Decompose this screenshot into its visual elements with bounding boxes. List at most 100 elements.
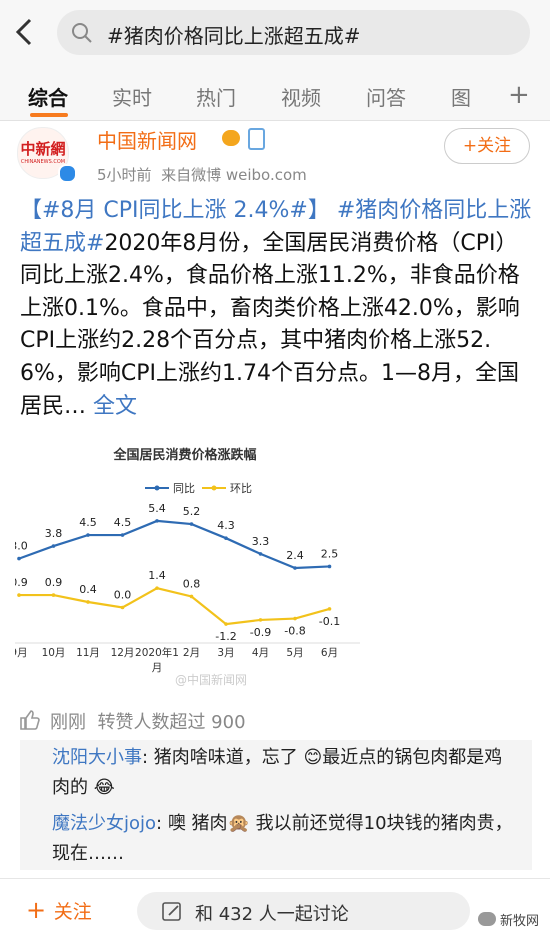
point <box>293 616 297 621</box>
x-tick-label: 10月 <box>41 647 66 659</box>
point <box>86 533 90 537</box>
legend-marker <box>154 485 160 491</box>
point <box>17 556 21 561</box>
data-label: 3.3 <box>252 535 270 548</box>
x-tick-label: 6月 <box>320 647 339 659</box>
point <box>51 544 56 548</box>
legend-marker <box>211 485 217 491</box>
avatar[interactable]: 中新網 CHINANEWS.COM <box>17 127 69 179</box>
avatar-logo: 中新網 <box>20 140 66 158</box>
comment-text: : 猪肉啥味道，忘了 😊最近点的锅包肉都是鸡肉的 😂 <box>52 747 503 798</box>
search-box[interactable]: #猪肉价格同比上涨超五成# <box>57 10 530 55</box>
point <box>120 605 125 610</box>
point <box>120 533 125 537</box>
post-text: 2020年8月份，全国居民消费价格（CPI）同比上涨2.4%，食品价格上涨11.… <box>20 230 520 419</box>
comment-text: : 噢 猪肉🙊 我以前还觉得10块钱的猪肉贵，现在…… <box>52 813 513 864</box>
line <box>18 519 330 570</box>
point <box>327 607 332 611</box>
discuss-text: 和 432 人一起讨论 <box>195 904 349 925</box>
data-label: 4.5 <box>114 516 132 529</box>
data-label: -0.9 <box>250 626 271 639</box>
data-label: -1.2 <box>215 630 236 643</box>
more-link[interactable]: 全文 <box>93 393 138 419</box>
author-name[interactable]: 中国新闻网 <box>97 129 197 153</box>
data-label: 0.4 <box>79 583 97 596</box>
point <box>189 594 194 599</box>
point <box>258 618 263 622</box>
x-tick-label: 2月 <box>182 647 201 659</box>
x-tick-label: 5月 <box>286 647 304 659</box>
chart-title: 全国居民消费价格涨跌幅 <box>112 447 256 463</box>
data-label: 4.3 <box>217 519 235 532</box>
legend-label: 环比 <box>230 482 252 495</box>
comment: 魔法少女jojo: 噢 猪肉🙊 我以前还觉得10块钱的猪肉贵，现在…… <box>52 809 520 869</box>
tab[interactable]: 实时 <box>112 86 152 110</box>
footer-follow[interactable]: + 关注 <box>26 896 92 924</box>
wechat-icon <box>478 912 496 926</box>
data-label: 0.9 <box>45 576 63 589</box>
discuss-box[interactable]: 和 432 人一起讨论 <box>137 892 470 930</box>
point <box>258 552 263 556</box>
point <box>17 593 21 597</box>
x-tick-label: 11月 <box>76 647 100 659</box>
engagement: 刚刚 转赞人数超过 900 <box>50 712 246 733</box>
data-label: 0.0 <box>114 589 132 602</box>
point <box>155 519 159 523</box>
follow-label: 关注 <box>53 901 92 923</box>
x-tick-label: 4月 <box>251 647 270 659</box>
avatar-subtext: CHINANEWS.COM <box>20 159 66 165</box>
tab[interactable]: 问答 <box>366 86 406 110</box>
tab[interactable]: 视频 <box>281 86 321 110</box>
x-tick-label: 2020年1月 <box>135 647 179 674</box>
chart: 全国居民消费价格涨跌幅 @中国新闻网 同比 3.0 3.8 4.5 4.5 5.4 5.2 4… <box>15 447 360 687</box>
back-button[interactable] <box>10 14 40 50</box>
comment-user[interactable]: 沈阳大小事 <box>52 747 142 768</box>
footer-watermark: 新牧网 <box>500 914 540 929</box>
comments-box: 沈阳大小事: 猪肉啥味道，忘了 😊最近点的锅包肉都是鸡肉的 😂 魔法少女jojo:… <box>20 740 532 870</box>
data-label: 2.4 <box>286 549 304 562</box>
data-label: -0.8 <box>284 625 305 638</box>
data-label: 1.4 <box>148 569 166 582</box>
point <box>86 600 90 604</box>
point <box>224 536 228 540</box>
data-label: 0.8 <box>183 577 201 590</box>
chart-image[interactable]: 全国居民消费价格涨跌幅 @中国新闻网 同比 3.0 3.8 4.5 4.5 5.4 5.2 4… <box>15 440 360 695</box>
divider <box>0 878 550 879</box>
line <box>19 587 330 626</box>
tab[interactable]: 图 <box>451 86 471 110</box>
comment: 沈阳大小事: 猪肉啥味道，忘了 😊最近点的锅包肉都是鸡肉的 😂 <box>52 743 520 803</box>
verified-badge <box>58 164 77 183</box>
search-query: #猪肉价格同比上涨超五成# <box>107 24 361 48</box>
follow-button[interactable]: +关注 <box>444 128 530 164</box>
vip-icon <box>222 130 240 146</box>
hashtag[interactable]: #猪肉价格同比上涨超五成# <box>20 198 532 256</box>
add-tab[interactable]: + <box>508 80 530 110</box>
legend-label: 同比 <box>173 482 195 495</box>
tab[interactable]: 综合 <box>28 86 68 110</box>
watermark: @中国新闻网 <box>175 672 247 687</box>
data-label: 3.0 <box>15 540 28 553</box>
data-label: 4.5 <box>79 516 97 529</box>
x-tick-label: 12月 <box>110 647 135 659</box>
point <box>224 622 228 626</box>
tab-underline <box>30 113 68 117</box>
data-label: 5.2 <box>183 505 201 518</box>
point <box>51 593 56 597</box>
divider <box>0 120 550 121</box>
point <box>189 522 194 526</box>
comment-user[interactable]: 魔法少女jojo <box>52 813 157 834</box>
post-body: 【#8月 CPI同比上涨 2.4%#】 #猪肉价格同比上涨超五成#2020年8月… <box>20 195 535 423</box>
edit-icon <box>162 902 181 921</box>
data-label: 0.9 <box>15 576 28 589</box>
hashtag[interactable]: 【#8月 CPI同比上涨 2.4%#】 <box>20 198 330 223</box>
like-icon[interactable] <box>18 709 40 731</box>
tab[interactable]: 热门 <box>196 86 236 110</box>
x-tick-label: 3月 <box>217 647 235 659</box>
point <box>327 564 332 569</box>
post-meta: 5小时前 来自微博 weibo.com <box>97 166 307 184</box>
data-label: 3.8 <box>45 527 63 540</box>
point <box>155 586 159 590</box>
data-label: -0.1 <box>319 615 340 628</box>
data-label: 2.5 <box>321 547 339 560</box>
